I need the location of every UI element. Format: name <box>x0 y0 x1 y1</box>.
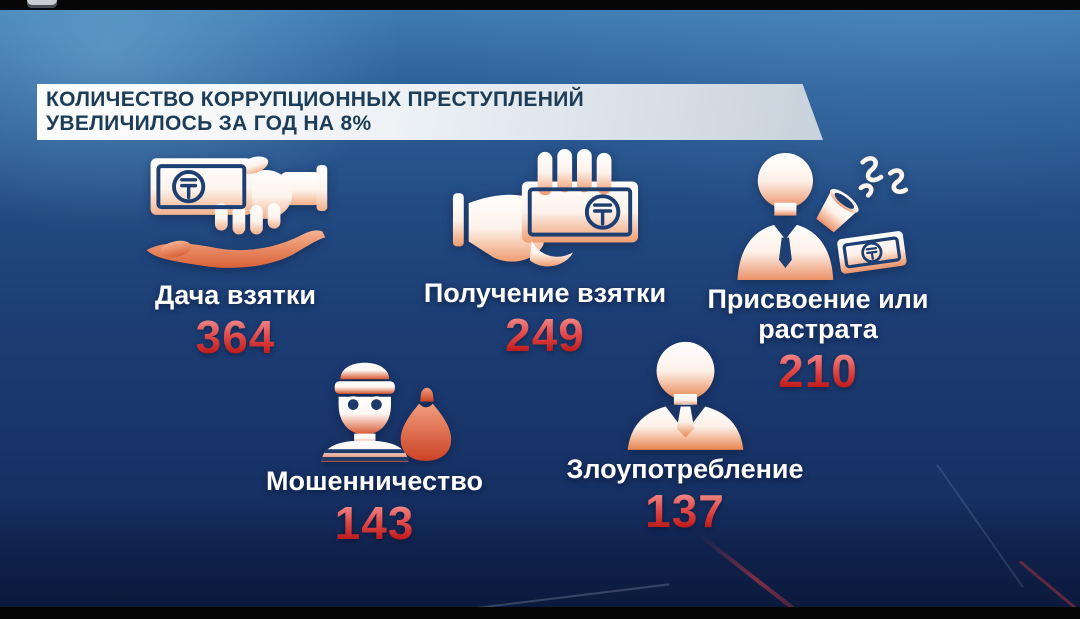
channel-logo-fragment <box>27 0 57 8</box>
stat-label: Дача взятки <box>155 280 316 310</box>
header-line-2: УВЕЛИЧИЛОСЬ ЗА ГОД НА 8% <box>46 112 372 135</box>
bribe-receiving-hand-money-icon <box>452 148 638 267</box>
stat-value: 210 <box>778 345 858 397</box>
stat-item-bribe-receiving: Получение взятки 249 <box>395 146 695 360</box>
fraud-burglar-with-sack-icon <box>321 362 452 462</box>
bribe-giving-hand-money-icon <box>146 156 328 268</box>
stat-item-abuse: Злоупотребление 137 <box>545 336 825 536</box>
top-letterbox-bar <box>0 0 1080 10</box>
stat-value: 249 <box>505 309 585 361</box>
header-line-1: КОЛИЧЕСТВО КОРРУПЦИОННЫХ ПРЕСТУПЛЕНИЙ <box>46 88 584 111</box>
abuse-businessman-icon <box>627 341 743 450</box>
stat-value: 143 <box>334 497 415 549</box>
stat-value: 364 <box>195 311 276 363</box>
background-city-haze <box>0 497 1080 607</box>
stat-label: Мошенничество <box>265 466 484 496</box>
stat-label: Получение взятки <box>423 278 667 308</box>
stat-item-bribe-giving: Дача взятки 364 <box>118 148 353 362</box>
stat-item-fraud: Мошенничество 143 <box>242 350 507 548</box>
stat-label: Злоупотребление <box>566 454 804 484</box>
bottom-letterbox-bar <box>0 607 1080 619</box>
embezzlement-person-spilling-money-icon <box>737 153 908 280</box>
stat-value: 137 <box>645 485 725 537</box>
stat-label: Присвоение или растрата <box>707 284 929 344</box>
header-banner: КОЛИЧЕСТВО КОРРУПЦИОННЫХ ПРЕСТУПЛЕНИЙ УВ… <box>37 84 823 140</box>
stat-item-embezzlement: Присвоение или растрата 210 <box>698 142 938 396</box>
